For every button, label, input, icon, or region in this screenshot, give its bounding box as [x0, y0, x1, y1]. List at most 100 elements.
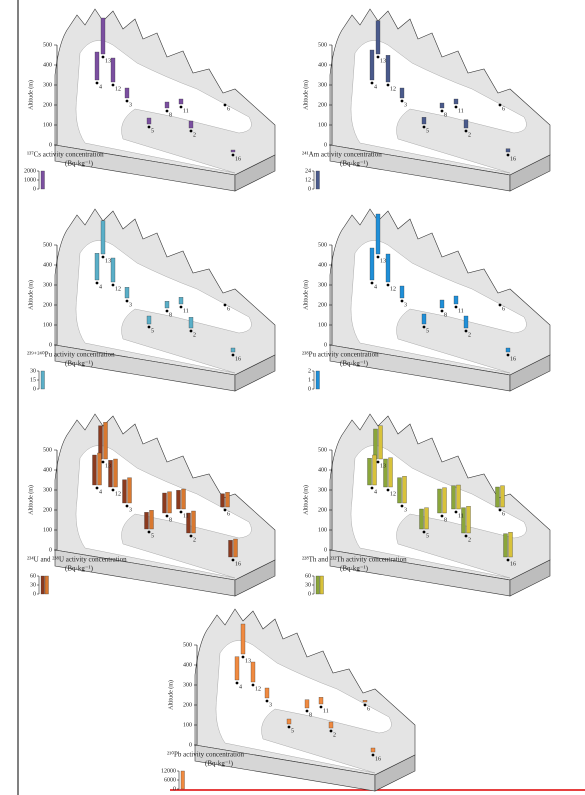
site-label: 4 [99, 489, 102, 495]
tick-label: 500 [318, 42, 327, 48]
site-marker [506, 558, 510, 562]
site-marker [189, 129, 193, 133]
bar [439, 299, 445, 309]
tick-label: 100 [43, 122, 52, 128]
side-face [509, 559, 551, 597]
site-label: 8 [309, 712, 312, 718]
bar [108, 460, 113, 488]
site-label: 13 [380, 258, 386, 264]
bar [225, 492, 230, 508]
site-marker [165, 514, 169, 518]
site-marker [400, 99, 404, 103]
legend-unit: (Bq·kg⁻¹) [340, 565, 369, 573]
bar [124, 287, 130, 299]
bar [463, 119, 469, 129]
legend-swatch [44, 575, 49, 595]
bar [149, 510, 154, 530]
site-label: 13 [380, 463, 386, 469]
site-marker [287, 725, 291, 729]
site-label: 3 [404, 507, 407, 513]
site-label: 13 [380, 58, 386, 64]
tick-label: 400 [318, 262, 327, 268]
tick-label: 300 [43, 487, 52, 493]
legend-tick-label: 6000 [164, 777, 176, 783]
legend-tick-label: 2000 [24, 168, 36, 174]
site-label: 6 [367, 706, 370, 712]
tick-label: 0 [49, 547, 52, 553]
site-marker [454, 105, 458, 109]
site-marker [440, 514, 444, 518]
bar [162, 492, 167, 514]
bar [178, 98, 184, 105]
site-label: 6 [502, 306, 505, 312]
site-label: 3 [404, 102, 407, 108]
legend-unit: (Bq·kg⁻¹) [205, 760, 234, 768]
tick-label: 400 [43, 467, 52, 473]
site-marker [111, 488, 115, 492]
bar [144, 512, 149, 530]
bar [421, 313, 427, 325]
legend-unit: (Bq·kg⁻¹) [340, 160, 369, 168]
bar [373, 428, 378, 460]
site-marker [370, 486, 374, 490]
tick-label: 0 [189, 742, 192, 748]
site-label: 16 [375, 756, 381, 762]
site-marker [422, 125, 426, 129]
bar [388, 457, 393, 488]
site-marker [400, 504, 404, 508]
tick-label: 500 [43, 242, 52, 248]
site-label: 8 [444, 112, 447, 118]
valley-surface [215, 640, 392, 774]
site-label: 4 [99, 84, 102, 90]
site-marker [179, 305, 183, 309]
valley-surface [350, 40, 527, 174]
site-label: 12 [115, 286, 121, 292]
site-label: 5 [426, 533, 429, 539]
site-label: 2 [193, 132, 196, 138]
site-label: 6 [227, 106, 230, 112]
bar [94, 51, 100, 81]
site-label: 11 [458, 308, 464, 314]
legend-swatch [319, 575, 324, 595]
site-label: 2 [468, 332, 471, 338]
bar [461, 507, 466, 534]
bar [466, 506, 471, 534]
legend-title: ²³⁴U and ²³⁸U activity concentration [27, 556, 127, 564]
site-marker [386, 488, 390, 492]
site-label: 2 [333, 732, 336, 738]
tick-label: 200 [43, 302, 52, 308]
bar [220, 493, 225, 508]
bar [188, 317, 194, 329]
legend-swatch [40, 370, 45, 390]
bar [372, 454, 377, 486]
axis-label: Altitude (m) [302, 80, 309, 110]
bar [369, 49, 375, 81]
side-face [509, 154, 551, 192]
bar [94, 253, 100, 281]
site-label: 8 [444, 312, 447, 318]
axis-label: Altitude (m) [27, 80, 34, 110]
legend-tick-label: 1000 [24, 177, 36, 183]
bar [437, 488, 442, 514]
legend-unit: (Bq·kg⁻¹) [340, 360, 369, 368]
site-marker [125, 99, 129, 103]
bar [375, 213, 381, 255]
site-marker [179, 105, 183, 109]
site-label: 16 [510, 156, 516, 162]
site-marker [125, 299, 129, 303]
legend-tick-label: 12 [305, 177, 311, 183]
bar [264, 687, 270, 699]
tick-label: 0 [324, 142, 327, 148]
legend-tick-label: 0 [173, 786, 176, 792]
site-marker [111, 83, 115, 87]
site-marker [235, 681, 239, 685]
site-marker [370, 281, 374, 285]
bar [383, 458, 388, 488]
axis-label: Altitude (m) [302, 485, 309, 515]
legend-swatch [40, 575, 45, 595]
site-label: 13 [245, 658, 251, 664]
site-marker [147, 530, 151, 534]
site-label: 4 [99, 284, 102, 290]
